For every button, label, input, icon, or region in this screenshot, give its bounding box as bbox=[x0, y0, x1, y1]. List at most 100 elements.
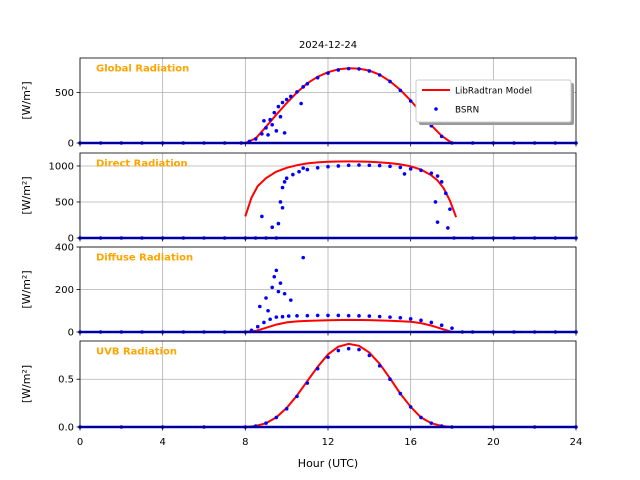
bsrn-point bbox=[336, 313, 341, 318]
bsrn-point bbox=[305, 313, 310, 318]
bsrn-point bbox=[388, 315, 392, 319]
bsrn-point bbox=[260, 214, 264, 219]
legend: LibRadtran Model BSRN bbox=[415, 79, 574, 125]
bsrn-point bbox=[282, 291, 287, 296]
bsrn-point bbox=[284, 176, 289, 181]
bsrn-point bbox=[270, 122, 275, 127]
bsrn-point bbox=[408, 167, 413, 171]
bsrn-point bbox=[264, 421, 268, 425]
bsrn-point bbox=[398, 315, 403, 320]
bsrn-point bbox=[301, 255, 306, 260]
bsrn-point bbox=[289, 298, 293, 302]
bsrn-point bbox=[439, 134, 444, 139]
bsrn-point bbox=[336, 68, 341, 72]
bsrn-point bbox=[419, 415, 423, 420]
bsrn-point bbox=[278, 200, 283, 204]
y-tick-label: 1000 bbox=[49, 161, 74, 172]
bsrn-point bbox=[284, 407, 289, 411]
x-tick-label: 0 bbox=[77, 437, 83, 448]
bsrn-point bbox=[272, 110, 277, 115]
bsrn-point bbox=[274, 315, 279, 319]
bsrn-point bbox=[280, 314, 285, 319]
y-tick-label: 0 bbox=[68, 328, 74, 339]
legend-bsrn-swatch bbox=[434, 107, 438, 111]
y-tick-label: 500 bbox=[55, 197, 74, 208]
bsrn-point bbox=[299, 101, 303, 106]
bsrn-point bbox=[282, 131, 287, 135]
y-tick-label: 400 bbox=[55, 243, 74, 254]
bsrn-point bbox=[439, 323, 444, 328]
bsrn-point bbox=[398, 391, 403, 396]
bsrn-point bbox=[346, 163, 351, 168]
bsrn-point bbox=[435, 174, 440, 178]
y-axis-label: [W/m²] bbox=[20, 270, 33, 308]
bsrn-point bbox=[388, 164, 392, 169]
bsrn-point bbox=[315, 366, 320, 371]
bsrn-point bbox=[301, 85, 306, 89]
panel-label: Direct Radiation bbox=[96, 159, 188, 170]
panels: 0 500 [W/m²] Global Radiation 0 500 1000 [W/m²]… bbox=[20, 57, 578, 434]
chart-title: 2024-12-24 bbox=[299, 40, 357, 51]
bsrn-point bbox=[315, 165, 320, 170]
model-line bbox=[245, 318, 453, 333]
bsrn-point bbox=[357, 67, 361, 71]
panel-label: Diffuse Radiation bbox=[96, 253, 193, 264]
bsrn-point bbox=[398, 88, 403, 93]
bsrn-point bbox=[326, 71, 330, 75]
y-axis-label: [W/m²] bbox=[20, 81, 33, 119]
bsrn-point bbox=[266, 308, 270, 313]
bsrn-point bbox=[282, 180, 287, 184]
bsrn-point bbox=[429, 320, 434, 325]
x-tick-label: 24 bbox=[570, 437, 583, 448]
bsrn-point bbox=[315, 75, 320, 80]
panel-3: 0 200 400 [W/m²] Diffuse Radiation bbox=[20, 243, 578, 339]
y-tick-label: 0.5 bbox=[58, 375, 74, 386]
bsrn-point bbox=[326, 355, 330, 360]
bsrn-point bbox=[444, 191, 448, 196]
bsrn-point bbox=[278, 114, 283, 119]
bsrn-point bbox=[305, 82, 310, 86]
bsrn-point bbox=[276, 289, 281, 294]
bsrn-point bbox=[264, 126, 268, 130]
bsrn-point bbox=[408, 405, 413, 409]
bsrn-point bbox=[266, 133, 270, 137]
y-tick-label: 0 bbox=[68, 139, 74, 150]
bsrn-point bbox=[260, 132, 264, 136]
bsrn-point bbox=[419, 318, 423, 323]
bsrn-point bbox=[367, 163, 372, 168]
bsrn-point bbox=[367, 69, 372, 73]
bsrn-point bbox=[346, 66, 351, 71]
bsrn-point bbox=[270, 285, 275, 290]
bsrn-point bbox=[255, 324, 260, 329]
bsrn-point bbox=[264, 296, 268, 300]
bsrn-point bbox=[429, 171, 434, 175]
bsrn-point bbox=[435, 220, 440, 224]
panel-4: 0.0 0.5 [W/m²] UVB Radiation bbox=[20, 340, 578, 434]
bsrn-point bbox=[262, 320, 266, 325]
panel-label: Global Radiation bbox=[96, 64, 189, 75]
bsrn-point bbox=[326, 313, 330, 318]
panel-label: UVB Radiation bbox=[96, 347, 177, 358]
bsrn-point bbox=[295, 394, 299, 399]
bsrn-point bbox=[448, 207, 452, 211]
y-axis-label: [W/m²] bbox=[20, 365, 33, 403]
bsrn-point bbox=[280, 205, 285, 210]
bsrn-point bbox=[346, 346, 351, 351]
x-axis-label: Hour (UTC) bbox=[298, 457, 358, 470]
bsrn-point bbox=[286, 314, 291, 318]
x-tick-label: 12 bbox=[322, 437, 335, 448]
bsrn-point bbox=[253, 137, 258, 141]
bsrn-point bbox=[291, 172, 295, 177]
bsrn-point bbox=[336, 164, 341, 168]
bsrn-point bbox=[377, 314, 382, 319]
bsrn-point bbox=[377, 364, 382, 368]
y-tick-label: 0.0 bbox=[58, 423, 74, 434]
bsrn-point bbox=[326, 164, 330, 169]
bsrn-point bbox=[388, 79, 392, 84]
bsrn-point bbox=[280, 185, 285, 190]
bsrn-point bbox=[258, 304, 262, 309]
bsrn-point bbox=[357, 163, 361, 167]
bsrn-point bbox=[433, 200, 438, 204]
bsrn-point bbox=[408, 317, 413, 321]
